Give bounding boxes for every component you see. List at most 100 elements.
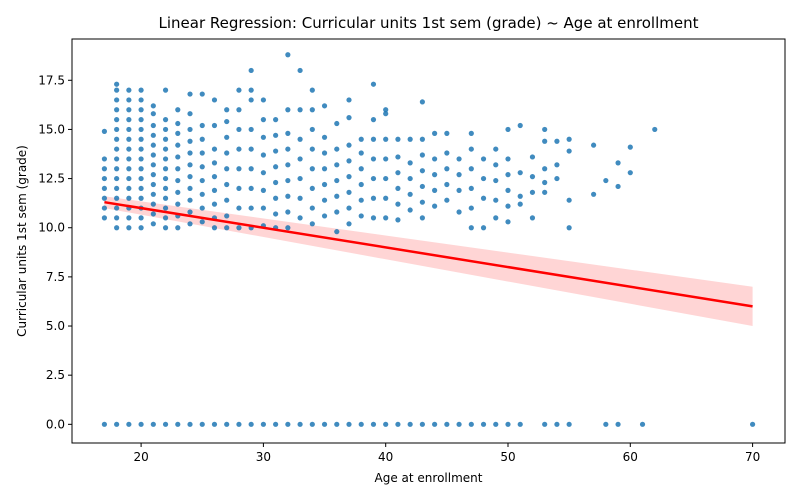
data-point	[260, 205, 266, 211]
data-point	[444, 181, 450, 188]
x-axis-label: Age at enrollment	[375, 471, 483, 485]
data-point	[126, 87, 132, 93]
data-point	[505, 219, 511, 225]
regression-line-layer	[104, 200, 753, 308]
data-point	[101, 195, 108, 201]
data-point	[334, 177, 340, 184]
data-point	[162, 87, 169, 93]
data-point	[248, 205, 254, 211]
data-point	[260, 187, 266, 193]
data-point	[480, 175, 487, 182]
data-point	[101, 128, 108, 134]
data-point	[542, 138, 548, 144]
data-point	[419, 136, 425, 142]
data-point	[138, 156, 144, 162]
data-point	[199, 136, 205, 142]
data-point	[199, 205, 205, 211]
data-point	[358, 181, 364, 188]
data-point	[224, 107, 230, 113]
data-point	[187, 185, 193, 192]
data-point	[517, 122, 523, 129]
data-point	[615, 160, 621, 166]
data-point	[456, 209, 462, 215]
data-point	[236, 225, 242, 231]
data-point	[162, 215, 169, 221]
data-point	[456, 156, 462, 162]
confidence-band	[104, 196, 753, 327]
data-point	[211, 187, 218, 193]
data-point	[224, 134, 230, 140]
x-tick-label: 70	[745, 450, 760, 464]
data-point	[480, 156, 487, 162]
data-point	[493, 146, 499, 152]
data-point	[505, 421, 511, 427]
data-point	[334, 209, 340, 215]
data-point	[150, 211, 156, 217]
data-point	[554, 175, 560, 182]
data-point	[150, 111, 156, 117]
data-point	[370, 175, 377, 182]
data-point	[480, 225, 487, 231]
data-point	[187, 421, 193, 427]
data-point	[162, 175, 169, 182]
data-point	[126, 136, 132, 142]
data-point	[273, 421, 279, 427]
data-point	[224, 181, 230, 188]
data-point	[101, 156, 108, 162]
data-point	[370, 136, 377, 142]
data-point	[114, 166, 120, 172]
data-point	[566, 148, 572, 154]
data-point	[566, 197, 572, 203]
data-point	[505, 203, 511, 209]
data-point	[505, 187, 511, 193]
data-point	[150, 191, 156, 197]
data-point	[199, 150, 205, 156]
data-point	[432, 130, 438, 136]
data-point	[468, 225, 474, 231]
data-point	[334, 162, 340, 168]
x-tick-label: 30	[256, 450, 271, 464]
data-point	[395, 185, 401, 192]
confidence-band-layer	[104, 196, 753, 327]
data-point	[395, 201, 401, 207]
data-point	[297, 67, 303, 74]
data-point	[407, 160, 413, 166]
data-point	[138, 185, 144, 192]
data-point	[114, 185, 120, 192]
data-point	[529, 174, 536, 180]
data-point	[749, 421, 756, 427]
data-point	[260, 170, 266, 176]
data-point	[211, 160, 218, 166]
data-point	[175, 120, 181, 127]
data-point	[542, 126, 548, 133]
data-point	[370, 215, 377, 221]
data-point	[248, 87, 254, 93]
data-point	[395, 421, 401, 427]
data-point	[211, 201, 218, 207]
data-point	[407, 421, 413, 427]
data-point	[126, 195, 132, 201]
y-tick-label: 2.5	[46, 368, 65, 382]
data-point	[358, 150, 364, 156]
y-tick-label: 17.5	[38, 73, 65, 87]
data-point	[175, 177, 181, 184]
data-point	[211, 421, 218, 427]
data-point	[383, 136, 389, 142]
data-point	[370, 117, 377, 123]
data-point	[138, 421, 144, 427]
data-point	[566, 136, 572, 142]
data-point	[138, 126, 144, 133]
data-point	[126, 146, 132, 152]
y-tick-label: 10.0	[38, 221, 65, 235]
data-point	[383, 421, 389, 427]
data-point	[236, 185, 242, 192]
data-point	[309, 421, 315, 427]
data-point	[150, 181, 156, 188]
x-axis-ticks: 20 30 40 50 60 70	[133, 443, 760, 464]
data-point	[615, 183, 621, 190]
data-point	[419, 421, 425, 427]
data-point	[187, 111, 193, 117]
data-point	[211, 97, 218, 103]
data-point	[175, 225, 181, 231]
data-point	[321, 213, 328, 219]
